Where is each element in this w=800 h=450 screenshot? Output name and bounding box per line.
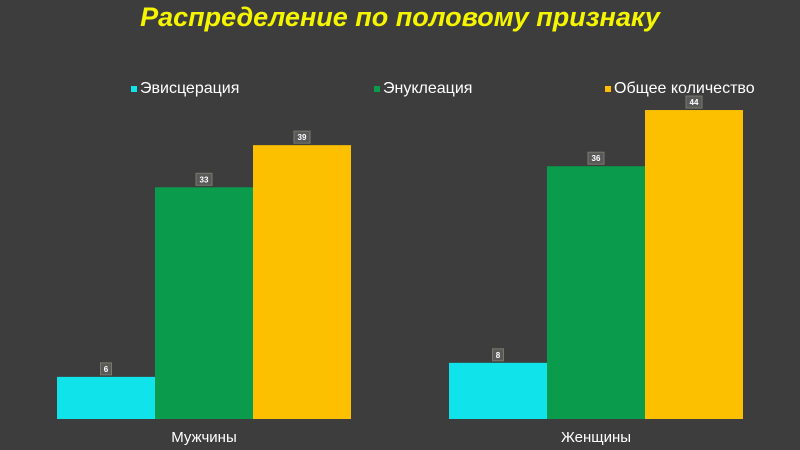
legend-item-total: Общее количество — [605, 80, 755, 98]
data-label-box-1-2 — [685, 95, 703, 109]
bar-1-0 — [449, 362, 547, 419]
category-label-1: Женщины — [561, 429, 631, 446]
legend-label-total: Общее количество — [614, 80, 755, 97]
bar-1-1 — [547, 166, 645, 419]
legend-item-enucleation: Энуклеация — [374, 80, 472, 98]
data-label-0-2: 39 — [298, 133, 307, 142]
data-label-box-0-2 — [293, 130, 311, 144]
bar-group-1: 8 36 44 — [449, 95, 743, 419]
legend-label-enucleation: Энуклеация — [383, 80, 473, 97]
chart-title: Распределение по половому признаку — [140, 2, 660, 32]
category-label-0: Мужчины — [171, 429, 236, 446]
bar-0-0 — [57, 376, 155, 419]
data-label-box-0-1 — [195, 172, 213, 186]
data-label-0-1: 33 — [200, 175, 209, 184]
bar-1-2 — [645, 110, 743, 419]
legend-item-evisceration: Эвисцерация — [131, 80, 239, 98]
bar-0-2 — [253, 145, 351, 420]
data-label-box-0-0 — [100, 362, 112, 376]
data-label-0-0: 6 — [104, 365, 109, 374]
legend-swatch-evisceration — [131, 86, 137, 92]
legend-label-evisceration: Эвисцерация — [140, 80, 240, 97]
data-label-box-1-1 — [587, 151, 605, 165]
data-label-1-0: 8 — [496, 351, 501, 360]
bar-0-1 — [155, 187, 253, 419]
data-label-1-2: 44 — [690, 98, 699, 107]
chart-legend: Эвисцерация Энуклеация Общее количество — [0, 80, 800, 102]
data-label-box-1-0 — [492, 348, 504, 362]
legend-swatch-total — [605, 86, 611, 92]
legend-swatch-enucleation — [374, 86, 380, 92]
bar-group-0: 6 33 39 — [57, 130, 351, 420]
data-label-1-1: 36 — [592, 154, 601, 163]
